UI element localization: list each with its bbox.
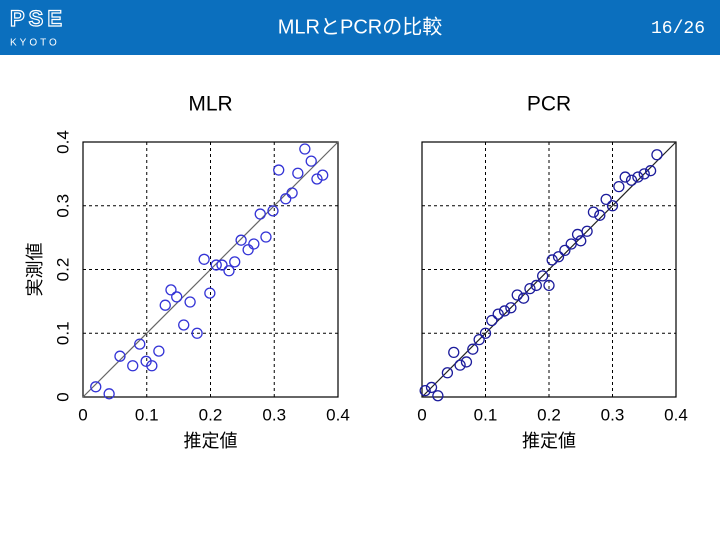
point bbox=[273, 164, 285, 176]
x-tick-label: 0.1 bbox=[135, 405, 159, 424]
point bbox=[559, 244, 571, 257]
point bbox=[505, 302, 517, 314]
reference-line bbox=[82, 141, 339, 398]
chart-title: PCR bbox=[527, 93, 571, 116]
logo-top: PSE bbox=[10, 6, 66, 31]
point bbox=[198, 253, 210, 265]
point bbox=[486, 314, 498, 327]
point bbox=[524, 282, 536, 295]
point bbox=[134, 338, 146, 350]
point bbox=[248, 238, 260, 250]
point bbox=[204, 287, 216, 299]
point bbox=[216, 259, 228, 271]
point bbox=[146, 360, 158, 372]
y-tick-label: 0.2 bbox=[53, 258, 72, 282]
x-tick-label: 0 bbox=[417, 405, 426, 424]
point bbox=[242, 244, 254, 256]
point bbox=[587, 206, 600, 218]
point bbox=[594, 209, 606, 221]
point bbox=[260, 231, 272, 243]
point bbox=[651, 149, 663, 161]
point bbox=[619, 171, 631, 183]
x-axis-label: 推定値 bbox=[184, 431, 238, 451]
point bbox=[223, 265, 235, 277]
point bbox=[153, 345, 165, 357]
y-tick-label: 0 bbox=[53, 392, 72, 401]
point bbox=[606, 200, 619, 212]
point bbox=[254, 208, 266, 220]
x-tick-label: 0.1 bbox=[474, 405, 498, 424]
point bbox=[581, 225, 593, 237]
point bbox=[159, 299, 171, 311]
chart-title: MLR bbox=[188, 93, 232, 116]
point bbox=[479, 327, 492, 339]
point bbox=[638, 168, 650, 180]
point bbox=[644, 165, 657, 177]
page-number: 16/26 bbox=[651, 19, 705, 39]
x-axis-label: 推定値 bbox=[522, 431, 576, 451]
point bbox=[467, 343, 479, 355]
point bbox=[286, 187, 298, 199]
point bbox=[530, 279, 542, 292]
x-tick-label: 0.2 bbox=[199, 405, 223, 424]
point bbox=[575, 235, 587, 247]
x-tick-label: 0.2 bbox=[537, 405, 561, 424]
x-tick-label: 0.4 bbox=[326, 405, 350, 424]
point bbox=[498, 305, 511, 317]
point bbox=[492, 308, 504, 320]
point bbox=[280, 193, 292, 205]
point bbox=[305, 155, 317, 167]
point bbox=[448, 346, 460, 359]
point bbox=[90, 381, 102, 393]
logo-bottom: KYOTO bbox=[10, 38, 60, 49]
y-axis-label: 実測値 bbox=[25, 243, 45, 297]
point bbox=[229, 256, 241, 268]
point bbox=[517, 292, 530, 304]
plot-frame bbox=[421, 141, 677, 398]
point bbox=[460, 356, 473, 368]
point bbox=[235, 234, 247, 246]
point bbox=[600, 193, 612, 206]
point bbox=[419, 384, 431, 397]
slide-title: MLRとPCRの比較 bbox=[278, 15, 442, 38]
point bbox=[511, 289, 523, 301]
point bbox=[178, 319, 190, 331]
x-tick-label: 0.3 bbox=[262, 405, 286, 424]
point bbox=[454, 359, 466, 371]
header-bar bbox=[0, 0, 720, 55]
point bbox=[171, 291, 183, 303]
point bbox=[537, 270, 549, 282]
point bbox=[552, 251, 565, 263]
y-tick-label: 0.1 bbox=[53, 321, 72, 345]
point bbox=[103, 388, 115, 400]
point bbox=[210, 259, 222, 271]
point bbox=[432, 390, 444, 402]
point bbox=[299, 143, 311, 155]
point bbox=[441, 367, 454, 379]
x-tick-label: 0.4 bbox=[664, 405, 688, 424]
point bbox=[191, 327, 203, 339]
point bbox=[625, 174, 638, 186]
point bbox=[425, 381, 438, 394]
point bbox=[292, 167, 304, 179]
point bbox=[127, 360, 139, 372]
point bbox=[165, 284, 177, 296]
x-tick-label: 0 bbox=[78, 405, 87, 424]
y-tick-label: 0.4 bbox=[53, 130, 72, 154]
point bbox=[311, 173, 323, 185]
point bbox=[473, 333, 485, 346]
plot-frame bbox=[82, 141, 339, 398]
point bbox=[571, 228, 584, 241]
x-tick-label: 0.3 bbox=[601, 405, 625, 424]
point bbox=[267, 205, 279, 217]
point bbox=[184, 296, 196, 308]
point bbox=[543, 279, 555, 292]
point bbox=[632, 171, 644, 183]
y-tick-label: 0.3 bbox=[53, 194, 72, 218]
point bbox=[613, 180, 625, 193]
point bbox=[317, 169, 329, 181]
point bbox=[114, 350, 126, 362]
point bbox=[546, 254, 558, 266]
